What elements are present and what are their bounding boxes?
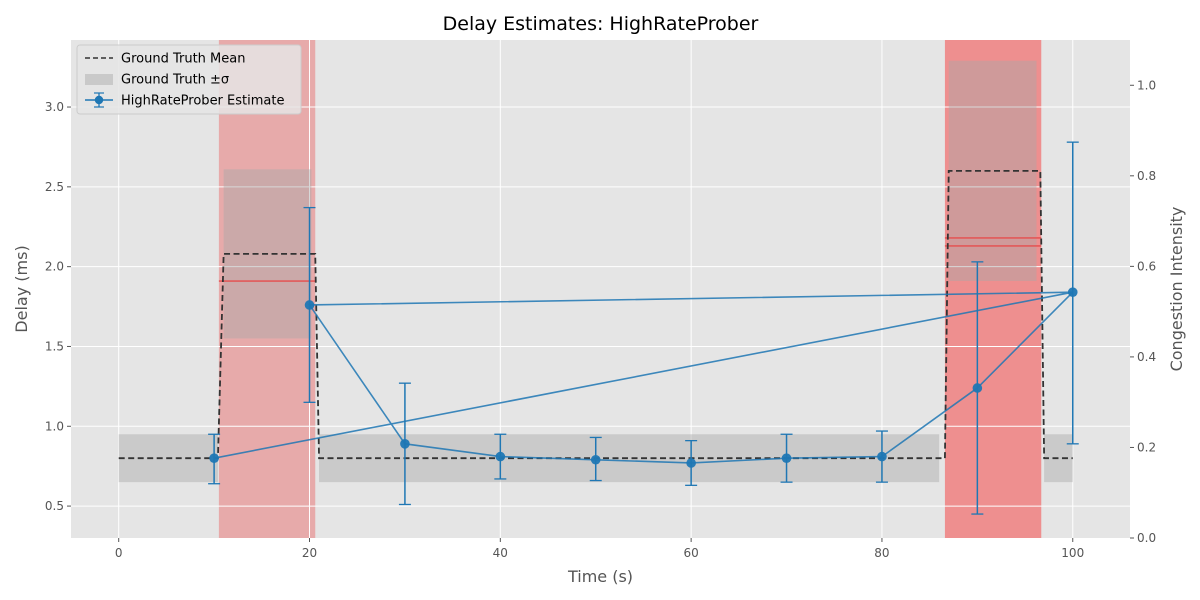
ground-truth-mean-line (118, 169, 1073, 460)
y-tick-label-5: 3.0 (45, 100, 64, 114)
y-tick-label-1: 1.0 (45, 419, 64, 433)
x-axis-title: Time (s) (567, 567, 633, 586)
x-tick-label-4: 80 (874, 546, 889, 560)
legend-box (76, 44, 302, 115)
y-axis-title: Delay (ms) (12, 245, 31, 332)
y-tick-label-3: 2.0 (45, 260, 64, 274)
x-tick-label-1: 20 (302, 546, 317, 560)
y-tick-label-0: 0.5 (45, 499, 64, 513)
congestion-region-0 (218, 40, 316, 538)
estimate-series (208, 141, 1079, 515)
estimate-point-0 (209, 453, 219, 463)
estimate-point-6 (781, 453, 792, 463)
y2-tick-label-1: 0.2 (1137, 440, 1156, 454)
y2-tick-label-5: 1.0 (1137, 78, 1156, 92)
y2-tick-label-0: 0.0 (1137, 531, 1156, 545)
legend-label-mean: Ground Truth Mean (121, 52, 245, 67)
y2-tick-label-3: 0.6 (1137, 259, 1156, 273)
y2-tick-label-4: 0.8 (1137, 169, 1156, 183)
x-tick-label-3: 60 (683, 546, 698, 560)
x-tick-label-2: 40 (493, 546, 508, 560)
y2-axis-title: Congestion Intensity (1167, 207, 1186, 372)
chart-title: Delay Estimates: HighRateProber (443, 13, 759, 35)
y-tick-label-2: 1.5 (45, 339, 64, 353)
axis-ticks: 0 20 40 60 80 100 0.5 1.0 1.5 2.0 2.5 3.0 0.0 0.2 0.4 0… (45, 78, 1156, 560)
estimate-point-9 (1067, 287, 1078, 297)
congestion-regions (218, 40, 1042, 538)
legend-symbol-band (85, 74, 113, 85)
estimate-point-2 (400, 439, 410, 449)
estimate-point-7 (877, 451, 887, 462)
legend: Ground Truth Mean Ground Truth ±σ HighRa… (76, 44, 302, 115)
x-tick-label-0: 0 (115, 546, 123, 560)
estimate-point-3 (495, 451, 506, 462)
y-tick-label-4: 2.5 (45, 180, 64, 194)
congestion-levels (218, 237, 1042, 282)
estimate-point-5 (686, 458, 696, 468)
estimate-point-4 (590, 454, 601, 465)
y2-tick-label-2: 0.4 (1137, 350, 1156, 364)
legend-estimate-marker (94, 95, 104, 105)
estimate-point-1 (304, 300, 315, 310)
band-segment-3 (948, 60, 1037, 282)
congestion-region-1 (944, 40, 1042, 538)
legend-symbol-estimate (85, 92, 113, 108)
ground-truth-mean (118, 169, 1073, 460)
legend-label-band: Ground Truth ±σ (121, 73, 229, 88)
legend-label-estimate: HighRateProber Estimate (121, 94, 284, 109)
x-tick-label-5: 100 (1061, 546, 1084, 560)
estimate-point-8 (972, 383, 983, 393)
